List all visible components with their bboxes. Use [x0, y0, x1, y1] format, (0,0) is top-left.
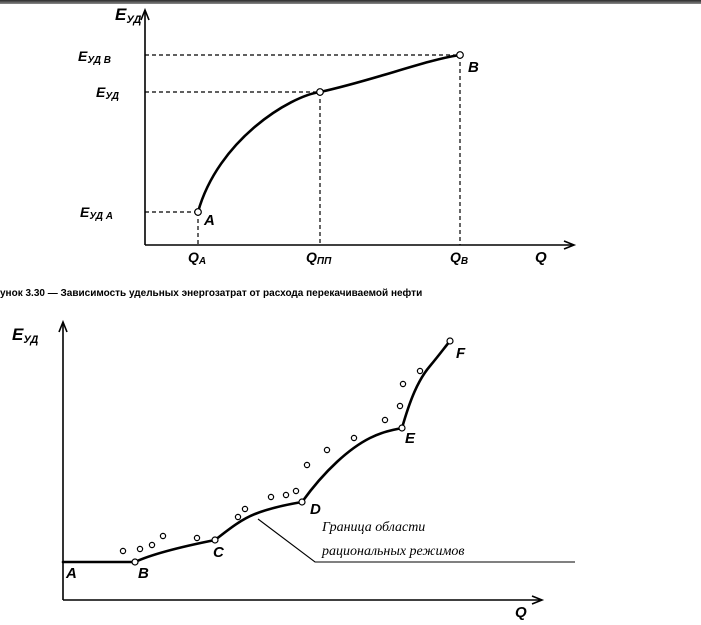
top-point-b-label: B [468, 59, 479, 76]
top-point-b-marker [456, 51, 464, 59]
figure-caption: унок 3.30 — Зависимость удельных энергоз… [0, 287, 422, 299]
bottom-x-axis-title: Q [515, 604, 527, 621]
scatter-point [350, 434, 358, 442]
bottom-point-d-label: D [310, 501, 321, 518]
top-x-axis-title: Q [535, 249, 547, 266]
scatter-point [267, 493, 275, 501]
bottom-point-b-marker [131, 558, 139, 566]
annotation-line-1: Граница области [321, 520, 425, 535]
bottom-x-axis-arrow [531, 595, 545, 605]
scatter-points [119, 367, 424, 555]
bottom-point-a-label: A [65, 565, 77, 582]
scatter-point [136, 545, 144, 553]
window-top-bar [0, 0, 701, 4]
x-tick-qb: QВ [450, 249, 468, 267]
top-point-a-marker [194, 208, 202, 216]
bottom-point-e-marker [398, 424, 406, 432]
scatter-point [292, 487, 300, 495]
x-tick-qa: QА [188, 249, 206, 267]
scatter-point [303, 461, 311, 469]
top-y-axis-arrow [140, 7, 150, 21]
top-y-axis-title: ЕУД [115, 5, 141, 26]
annotation-line-2: рациональных режимов [321, 544, 464, 559]
annotation-leader-line [257, 518, 575, 563]
top-curve [196, 53, 462, 214]
bottom-point-b-label: B [138, 565, 149, 582]
x-tick-qpp: QПП [306, 249, 332, 267]
scatter-point [399, 380, 407, 388]
scatter-point [381, 416, 389, 424]
bottom-point-e-label: E [405, 430, 416, 447]
y-tick-e: ЕУД [96, 84, 119, 102]
bottom-point-f-marker [446, 337, 454, 345]
scatter-point [416, 367, 424, 375]
scatter-point [323, 446, 331, 454]
scatter-point [119, 547, 127, 555]
scatter-point [396, 402, 404, 410]
bottom-point-c-label: C [213, 544, 225, 561]
scatter-point [159, 532, 167, 540]
top-point-a-label: A [203, 212, 215, 229]
top-x-axis-arrow [563, 240, 577, 250]
top-figure: ЕУД Q A B ЕУД В ЕУД ЕУД А QА QПП QВ [78, 5, 577, 267]
y-tick-eb: ЕУД В [78, 48, 111, 66]
top-point-mid-marker [316, 88, 324, 96]
y-tick-ea: ЕУД А [80, 204, 113, 222]
bottom-figure: ЕУД Q [12, 319, 575, 621]
scatter-point [234, 513, 242, 521]
scatter-point [241, 505, 249, 513]
bottom-point-c-marker [211, 536, 219, 544]
scatter-point [193, 534, 201, 542]
bottom-point-d-marker [298, 498, 306, 506]
bottom-point-f-label: F [456, 345, 466, 362]
scatter-point [148, 541, 156, 549]
bottom-y-axis-title: ЕУД [12, 325, 38, 346]
bottom-y-axis-arrow [58, 319, 68, 333]
scatter-point [282, 491, 290, 499]
